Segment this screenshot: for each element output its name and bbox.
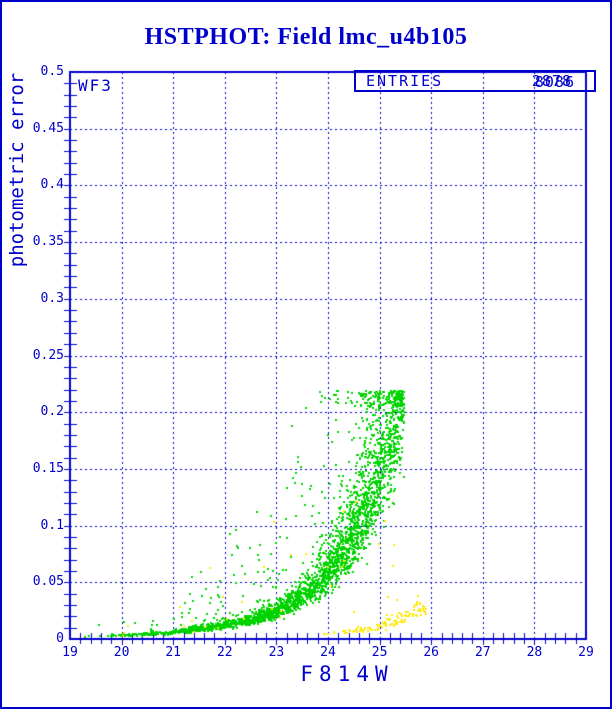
x-tick-label: 19 <box>62 645 78 660</box>
x-tick-label: 23 <box>268 645 285 660</box>
y-tick-label: 0.4 <box>40 177 64 193</box>
y-tick-label: 0.15 <box>32 460 64 476</box>
y-tick-label: 0.3 <box>40 290 64 306</box>
x-tick-label: 22 <box>216 645 233 660</box>
page-title: HSTPHOT: Field lmc_u4b105 <box>144 24 468 50</box>
x-axis-title: F814W <box>300 662 394 686</box>
x-tick-label: 28 <box>526 645 543 660</box>
x-tick-label: 29 <box>578 645 594 660</box>
y-tick-label: 0.35 <box>32 234 64 250</box>
y-tick-label: 0.45 <box>32 120 64 136</box>
y-tick-label: 0.25 <box>32 347 64 363</box>
entries-value-front: 2878 <box>531 72 572 90</box>
x-tick-label: 24 <box>320 645 336 660</box>
y-tick-label: 0.05 <box>32 574 64 590</box>
entries-label: ENTRIES <box>366 72 444 90</box>
entries-values: 8086 2878 <box>531 72 575 91</box>
x-tick-label: 27 <box>474 645 491 660</box>
y-tick-label: 0.2 <box>40 404 64 420</box>
y-axis-title: photometric error <box>6 72 28 268</box>
x-tick-label: 25 <box>371 645 388 660</box>
y-tick-label: 0 <box>56 631 64 646</box>
y-tick-label: 0.1 <box>40 517 64 533</box>
x-tick-label: 26 <box>423 645 440 660</box>
chip-label: WF3 <box>78 76 113 95</box>
y-tick-label: 0.5 <box>40 64 64 79</box>
x-tick-label: 21 <box>165 645 182 660</box>
x-tick-label: 20 <box>113 645 130 660</box>
entries-box: ENTRIES 8086 2878 <box>354 70 596 92</box>
entries-value-back: 8086 <box>534 73 575 91</box>
